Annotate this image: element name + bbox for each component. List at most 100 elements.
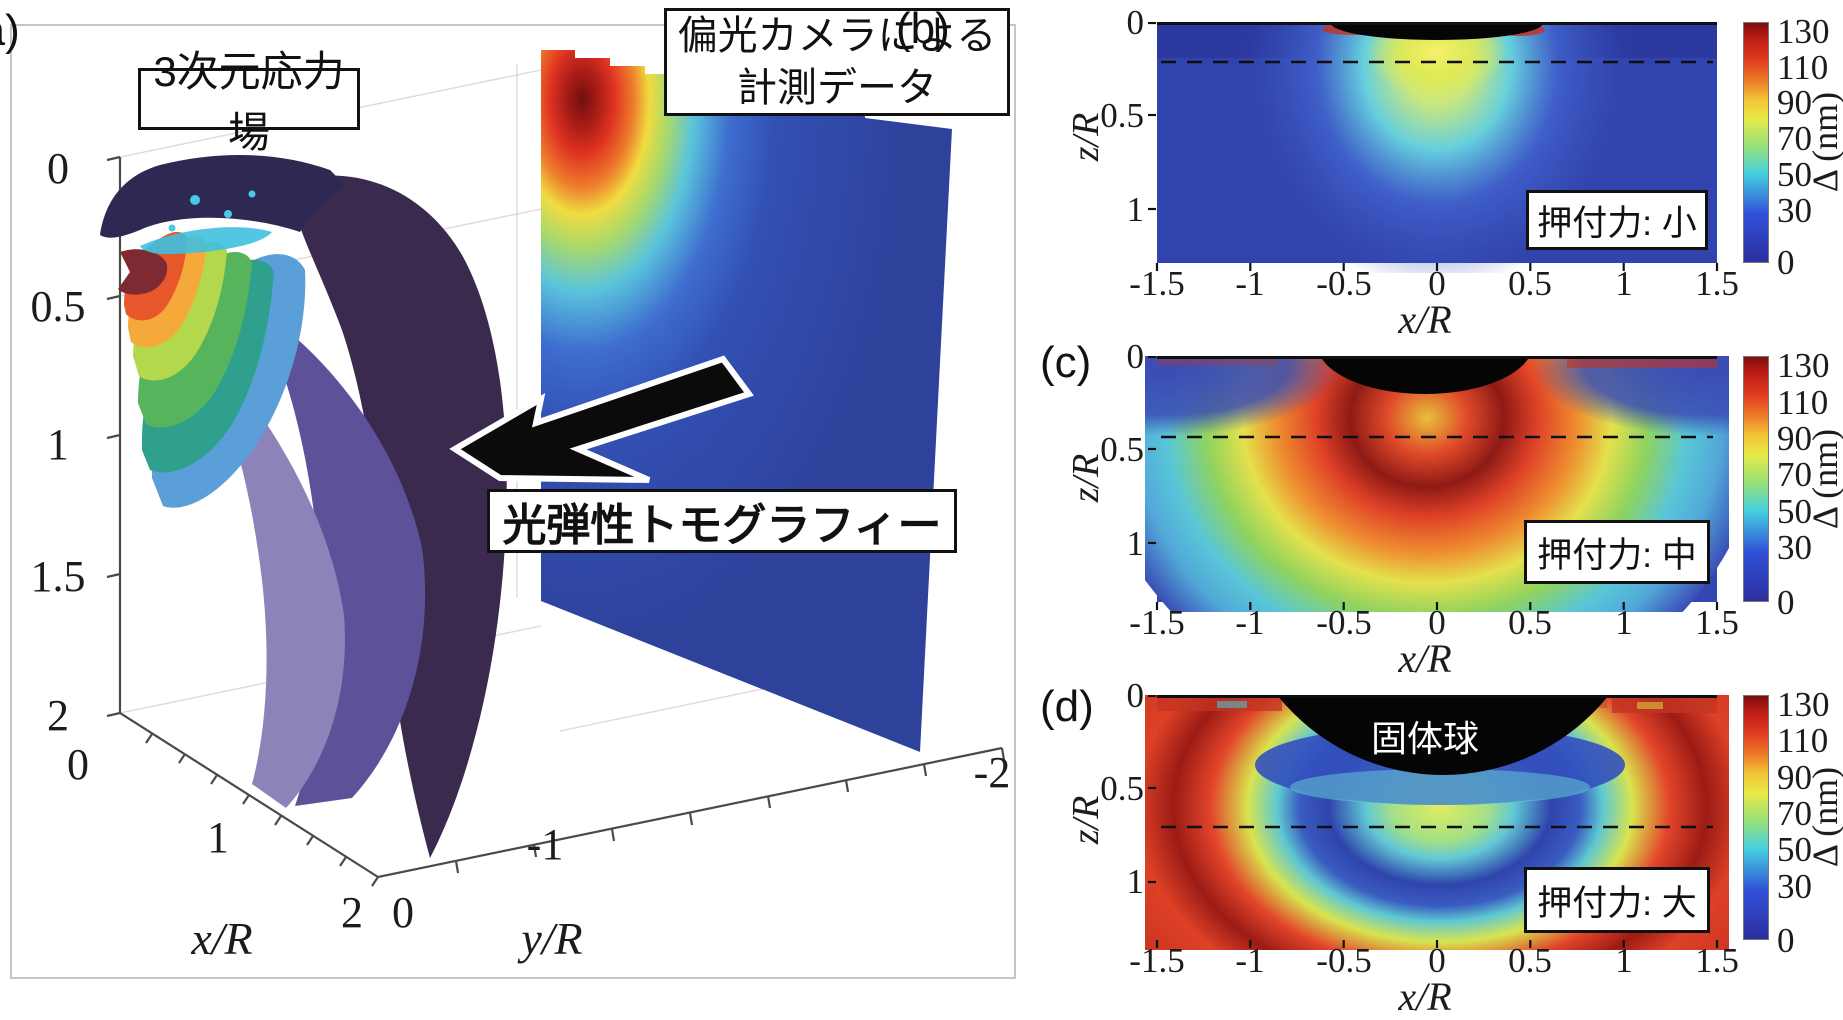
isosurface-navy-top	[100, 154, 345, 238]
blue-corner-left	[1145, 356, 1342, 436]
a-x-tick-2: 2	[341, 888, 363, 937]
d-z-tick-1: 1	[1126, 862, 1145, 901]
b-x-tick-3: 0	[1428, 264, 1446, 303]
cb-c-0: 0	[1777, 583, 1795, 622]
a-z-tick-1: 1	[47, 420, 69, 469]
a-y-tick-0: 0	[392, 888, 414, 937]
cb-c-label: Δ (nm)	[1805, 428, 1843, 530]
a-z-tick-15: 1.5	[30, 552, 86, 601]
c-z-axis-label: z/R	[1065, 453, 1108, 503]
c-x-tick-1: -1	[1235, 603, 1265, 642]
panel-d-axis-ticks	[1148, 695, 1719, 948]
surface-line-d	[1157, 695, 1717, 698]
a-x-tick-0: 0	[67, 740, 89, 789]
c-x-tick-6: 1.5	[1695, 603, 1739, 642]
d-x-tick-3: 0	[1428, 941, 1446, 980]
a-y-tick-m1: -1	[526, 820, 564, 869]
solid-sphere-label: 固体球	[1370, 718, 1479, 759]
b-x-tick-5: 1	[1615, 264, 1633, 303]
cb-b-130: 130	[1777, 12, 1830, 51]
cb-d-0: 0	[1777, 921, 1795, 960]
c-z-tick-1: 1	[1126, 524, 1145, 563]
a-z-tick-0: 0	[47, 144, 69, 193]
c-x-tick-4: 0.5	[1508, 603, 1552, 642]
colorbar-d	[1743, 695, 1769, 940]
c-z-tick-0: 0	[1126, 337, 1145, 376]
blue-corner-right	[1532, 356, 1729, 436]
b-x-axis-label: x/R	[1398, 297, 1452, 342]
b-z-tick-1: 1	[1126, 190, 1145, 229]
d-x-tick-5: 1	[1615, 941, 1633, 980]
isosurface-cyan	[140, 227, 272, 255]
panel-a-frame	[10, 24, 1016, 979]
isosurface-maroon-core	[118, 249, 168, 295]
b-z-tick-0: 0	[1126, 3, 1145, 42]
cb-b-70: 70	[1777, 119, 1812, 158]
c-z-tick-05: 0.5	[1100, 430, 1144, 469]
surface-line-c	[1157, 356, 1717, 359]
stress-field-box-label: 3次元応力場	[138, 48, 360, 156]
surface-line-b	[1157, 22, 1717, 25]
a-z-tick-05: 0.5	[30, 282, 86, 331]
b-z-axis-label: z/R	[1065, 112, 1108, 162]
isosurface-light-purple	[216, 372, 345, 808]
cb-c-30: 30	[1777, 528, 1812, 567]
surface-fringe-right-c	[1567, 359, 1717, 368]
c-x-tick-5: 1	[1615, 603, 1633, 642]
a-z-axis-label: z/R	[0, 430, 24, 470]
cb-d-label: Δ (nm)	[1805, 766, 1843, 868]
force-label-large: 押付力: 大	[1524, 867, 1710, 933]
b-x-tick-1: -1	[1235, 264, 1265, 303]
camera-data-line2: 計測データ	[737, 66, 937, 110]
surface-fringe-left-c	[1157, 359, 1277, 366]
d-x-axis-label: x/R	[1398, 974, 1452, 1019]
cb-c-50: 50	[1777, 492, 1812, 531]
sphere-contact-b	[1331, 22, 1543, 40]
axes-3d	[106, 155, 1006, 887]
b-x-tick-0: -1.5	[1129, 264, 1185, 303]
cb-d-30: 30	[1777, 867, 1812, 906]
cb-c-90: 90	[1777, 419, 1812, 458]
force-label-small: 押付力: 小	[1526, 190, 1708, 250]
cb-c-70: 70	[1777, 455, 1812, 494]
cb-b-label: Δ (nm)	[1805, 91, 1843, 193]
camera-data-line1: 偏光カメラによる	[677, 14, 997, 58]
panel-c-axis-ticks	[1148, 356, 1719, 610]
d-z-tick-05: 0.5	[1100, 769, 1144, 808]
b-x-tick-6: 1.5	[1695, 264, 1739, 303]
stress-isosurfaces	[100, 154, 507, 859]
tomography-box-label: 光弾性トモグラフィー	[487, 489, 957, 553]
cb-d-50: 50	[1777, 830, 1812, 869]
a-z-tick-2: 2	[47, 691, 69, 740]
a-y-axis-label: y/R	[521, 913, 583, 964]
force-label-medium: 押付力: 中	[1524, 520, 1710, 584]
cb-b-30: 30	[1777, 191, 1812, 230]
cb-c-110: 110	[1777, 383, 1829, 422]
cb-b-90: 90	[1777, 83, 1812, 122]
d-x-tick-1: -1	[1235, 941, 1265, 980]
c-x-tick-3: 0	[1428, 603, 1446, 642]
sphere-contact-d	[1277, 695, 1609, 775]
measurement-plane	[541, 50, 952, 752]
cb-c-130: 130	[1777, 346, 1830, 385]
d-z-tick-0: 0	[1126, 676, 1145, 715]
panel-a-label: (a)	[0, 6, 20, 55]
camera-data-box-label: 偏光カメラによる 計測データ	[664, 8, 1010, 116]
sphere-contact-c	[1320, 356, 1530, 394]
cb-b-0: 0	[1777, 243, 1795, 282]
cb-b-50: 50	[1777, 155, 1812, 194]
a-x-axis-label: x/R	[191, 913, 253, 964]
isosurface-medium-purple	[266, 315, 426, 806]
panel-d-label: (d)	[1040, 682, 1094, 731]
cb-d-130: 130	[1777, 685, 1830, 724]
a-x-tick-1: 1	[207, 813, 229, 862]
cb-b-110: 110	[1777, 48, 1829, 87]
b-x-tick-2: -0.5	[1316, 264, 1372, 303]
c-x-axis-label: x/R	[1398, 636, 1452, 681]
cb-d-110: 110	[1777, 721, 1829, 760]
b-x-tick-4: 0.5	[1508, 264, 1552, 303]
surface-speckle-right-d	[1612, 698, 1717, 713]
c-x-tick-0: -1.5	[1129, 603, 1185, 642]
colorbar-b	[1743, 22, 1769, 263]
